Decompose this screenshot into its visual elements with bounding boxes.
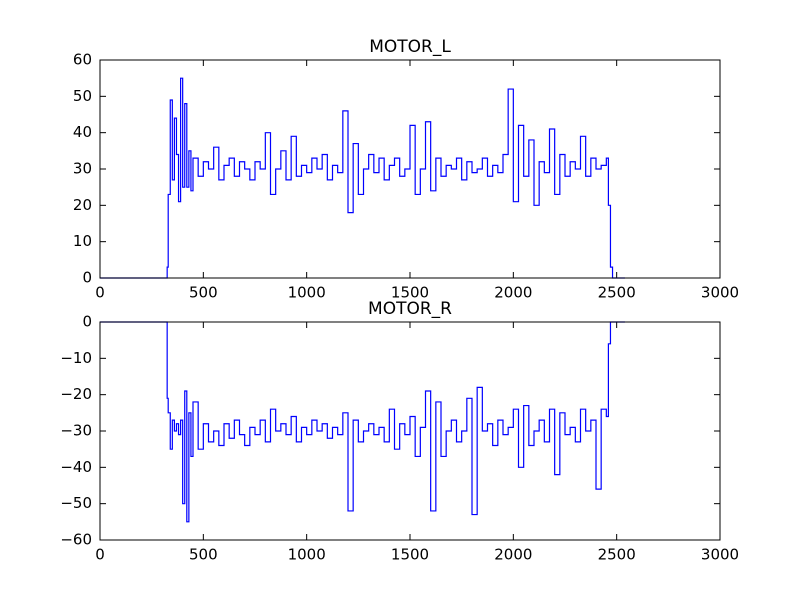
x-tick-label: 1000 (288, 284, 326, 302)
plot-frame (99, 59, 721, 279)
y-tick-label: −50 (60, 494, 92, 512)
x-tick-label: 2000 (494, 546, 532, 564)
y-tick-label: −40 (60, 458, 92, 476)
y-tick-label: 40 (73, 123, 92, 141)
x-tick-label: 0 (95, 284, 105, 302)
x-tick-label: 2500 (598, 284, 636, 302)
y-tick-label: 20 (73, 196, 92, 214)
y-tick-label: 60 (73, 51, 92, 69)
x-tick-label: 3000 (701, 284, 739, 302)
y-tick-label: −60 (60, 531, 92, 549)
y-tick-label: −20 (60, 385, 92, 403)
x-tick-label: 500 (189, 284, 218, 302)
plot-frame (99, 321, 721, 541)
y-tick-label: −30 (60, 422, 92, 440)
x-tick-label: 500 (189, 546, 218, 564)
y-tick-label: 50 (73, 87, 92, 105)
y-tick-label: 10 (73, 232, 92, 250)
x-tick-label: 3000 (701, 546, 739, 564)
y-tick-label: −10 (60, 349, 92, 367)
x-tick-label: 2000 (494, 284, 532, 302)
x-tick-label: 1000 (288, 546, 326, 564)
data-line (100, 321, 625, 523)
chart-title: MOTOR_L (369, 37, 451, 57)
data-line (100, 77, 625, 279)
x-tick-label: 1500 (391, 284, 429, 302)
x-tick-label: 1500 (391, 546, 429, 564)
y-tick-label: 30 (73, 160, 92, 178)
chart-title: MOTOR_R (368, 299, 452, 319)
y-tick-label: 0 (82, 313, 92, 331)
y-tick-label: 0 (82, 269, 92, 287)
x-tick-label: 0 (95, 546, 105, 564)
x-tick-label: 2500 (598, 546, 636, 564)
